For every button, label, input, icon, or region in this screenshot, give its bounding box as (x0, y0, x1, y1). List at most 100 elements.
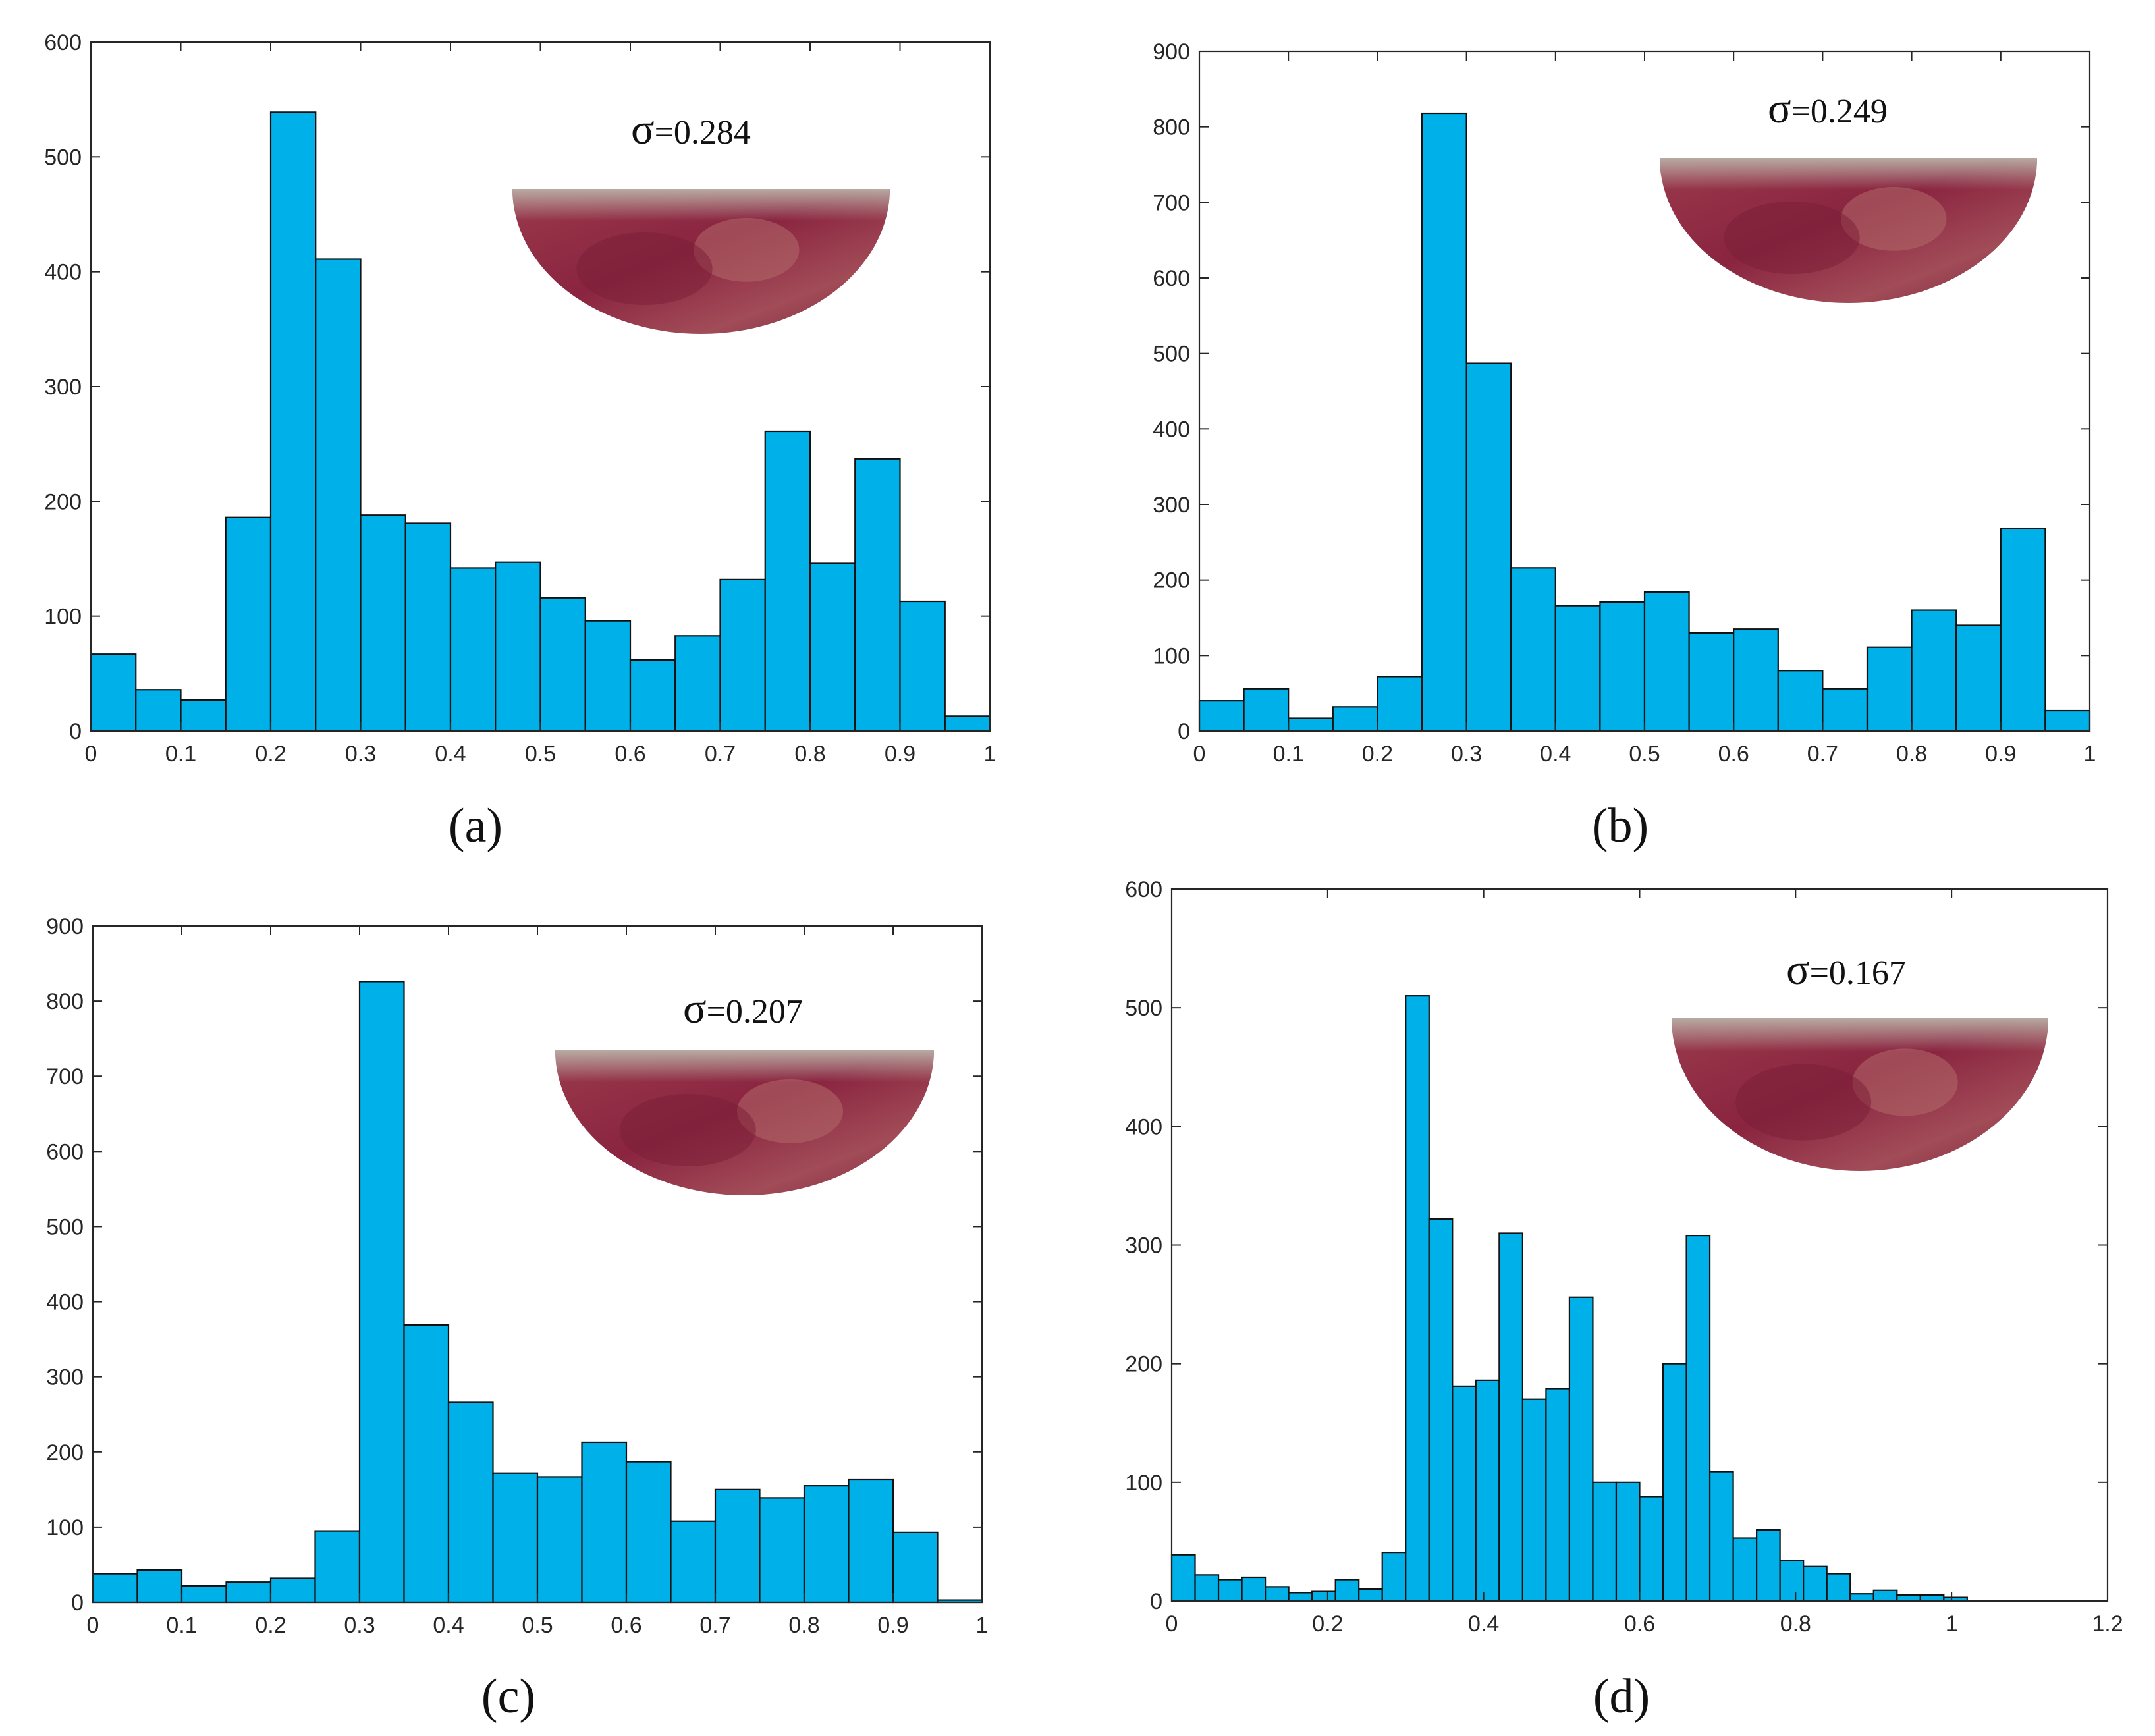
sigma-symbol: σ (1786, 946, 1810, 994)
histogram-bar (1170, 1554, 1196, 1602)
y-tick-label: 200 (1125, 1352, 1162, 1377)
y-tick-label: 900 (46, 914, 84, 939)
panel-label-b: (b) (1592, 799, 1649, 853)
histogram-bar (1872, 1589, 1898, 1602)
lens-rim (555, 1050, 934, 1083)
x-tick-label: 1 (1946, 1612, 1958, 1637)
histogram-bar (1311, 1590, 1336, 1602)
x-tick-label: 0.8 (1896, 742, 1927, 767)
y-tick-label: 600 (44, 30, 82, 55)
histogram-bar (1756, 1529, 1781, 1602)
histogram-bar (539, 597, 586, 732)
y-tick-label: 100 (44, 605, 82, 630)
histogram-bar (674, 635, 721, 732)
x-tick-label: 0 (1193, 742, 1206, 767)
histogram-bar (1662, 1363, 1687, 1602)
lens-rim (512, 189, 890, 221)
histogram-bar (1288, 717, 1334, 732)
axis-ticks-d: 0 0.2 0.4 0.6 0.8 1 1.2 0 100 200 300 400 500 600 (1125, 877, 2123, 1637)
histogram-bar (1288, 1592, 1313, 1602)
histogram-bar (848, 1478, 894, 1604)
axis-ticks-a: 0 0.1 0.2 0.3 0.4 0.5 0.6 0.7 0.8 0.9 1 0 100 200 300 4… (44, 30, 996, 767)
lens-shadow (1724, 202, 1860, 274)
y-tick-label: 200 (44, 489, 82, 514)
x-tick-label: 0.5 (525, 742, 556, 767)
histogram-bar (269, 1577, 316, 1604)
histogram-bars-d (1170, 995, 1968, 1602)
histogram-bar (135, 689, 182, 732)
histogram-bar (180, 1585, 227, 1604)
axis-ticks-b: 0 0.1 0.2 0.3 0.4 0.5 0.6 0.7 0.8 0.9 1 0 100 200 300 4… (1153, 40, 2096, 767)
sigma-annotation-c: σ=0.207 (683, 985, 803, 1033)
y-tick-label: 400 (1153, 417, 1190, 442)
lens-shadow (576, 232, 713, 305)
histogram-bar (180, 699, 227, 732)
histogram-bar (1243, 688, 1290, 732)
histogram-bar (1639, 1496, 1664, 1602)
histogram-bar (719, 578, 766, 732)
histogram-panel-d: 0 0.2 0.4 0.6 0.8 1 1.2 0 100 200 300 400 500 600 σ=0… (1125, 877, 2123, 1723)
y-tick-label: 600 (46, 1139, 84, 1164)
histogram-bar (714, 1488, 761, 1604)
histogram-bar (1599, 601, 1646, 732)
histogram-bars-c (92, 981, 983, 1604)
histogram-bar (1377, 676, 1423, 732)
lens-highlight (694, 218, 800, 282)
histogram-bar (1866, 646, 1913, 732)
panel-label-c: (c) (481, 1669, 535, 1723)
histogram-bar (1421, 112, 1467, 732)
sigma-symbol: σ (683, 985, 707, 1033)
x-tick-label: 0.6 (1624, 1612, 1655, 1637)
histogram-bar (447, 1401, 494, 1604)
x-tick-label: 0.2 (1312, 1612, 1343, 1637)
histogram-bar (1803, 1565, 1828, 1602)
x-tick-label: 1.2 (2092, 1612, 2123, 1637)
histogram-bar (1732, 1537, 1758, 1602)
x-tick-label: 0.1 (165, 742, 196, 767)
sigma-value: =0.167 (1810, 954, 1906, 992)
x-tick-label: 0.1 (1273, 742, 1304, 767)
y-tick-label: 400 (46, 1290, 84, 1315)
sigma-annotation-a: σ=0.284 (631, 105, 751, 153)
histogram-bar (315, 258, 362, 732)
histogram-bar (358, 981, 405, 1604)
sigma-annotation-b: σ=0.249 (1768, 84, 1888, 132)
x-tick-label: 0.9 (885, 742, 915, 767)
y-tick-label: 600 (1153, 266, 1190, 291)
histogram-bar (1332, 706, 1378, 732)
x-tick-label: 0.4 (435, 742, 466, 767)
histogram-bar (449, 567, 497, 732)
histogram-panel-c: 0 0.1 0.2 0.3 0.4 0.5 0.6 0.7 0.8 0.9 1 0 100 200 300 4… (46, 914, 988, 1723)
histogram-bar (1685, 1234, 1711, 1602)
histogram-bar (1217, 1579, 1243, 1602)
histogram-bar (1643, 591, 1690, 732)
histogram-bar (1521, 1398, 1547, 1602)
histogram-bar (1955, 624, 2002, 732)
y-tick-label: 500 (44, 145, 82, 170)
sigma-symbol: σ (631, 105, 655, 153)
lens-image (1672, 1018, 2048, 1171)
x-tick-label: 0 (85, 742, 97, 767)
x-tick-label: 1 (984, 742, 996, 767)
y-tick-label: 200 (1153, 568, 1190, 593)
histogram-bar (1465, 362, 1512, 732)
sigma-value: =0.207 (707, 993, 803, 1031)
y-tick-label: 800 (1153, 115, 1190, 140)
sigma-annotation-d: σ=0.167 (1786, 946, 1906, 994)
lens-rim (1660, 158, 2037, 190)
histogram-bar (536, 1476, 583, 1604)
lens-shadow (1735, 1064, 1872, 1141)
y-tick-label: 700 (1153, 190, 1190, 215)
lens-inset-d (1672, 1018, 2048, 1171)
panel-label-d: (d) (1593, 1669, 1650, 1723)
histogram-bar (1826, 1573, 1851, 1602)
x-tick-label: 0 (87, 1613, 99, 1638)
x-tick-label: 0.6 (1718, 742, 1749, 767)
histogram-bar (1779, 1560, 1805, 1602)
y-tick-label: 0 (1150, 1589, 1162, 1614)
histogram-bar (1381, 1552, 1407, 1602)
histogram-bar (492, 1472, 539, 1604)
x-tick-label: 0.4 (1468, 1612, 1499, 1637)
histogram-bar (404, 522, 452, 732)
histogram-bar (1896, 1594, 1921, 1602)
